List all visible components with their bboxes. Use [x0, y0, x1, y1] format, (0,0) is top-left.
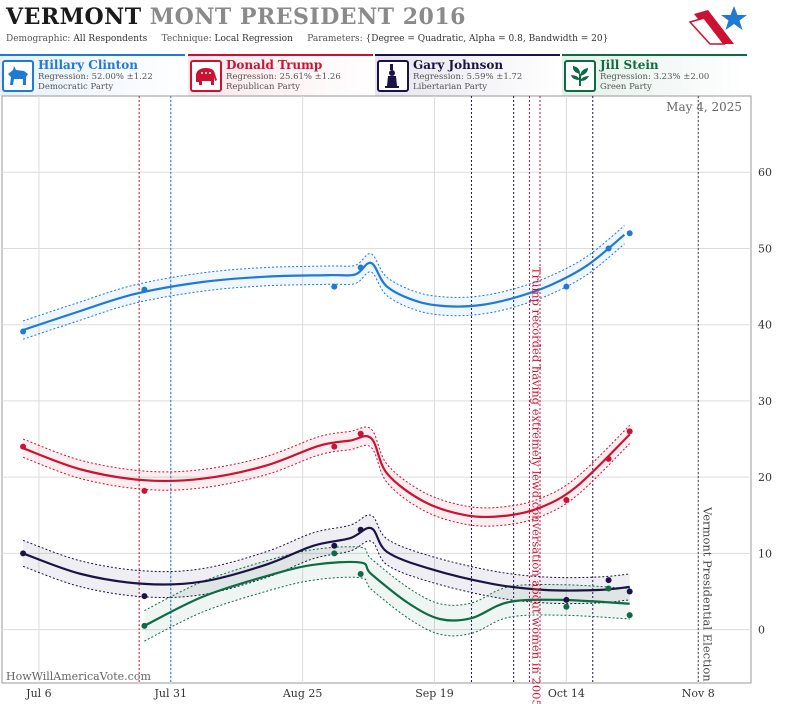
- donald-trump-point: [141, 487, 148, 494]
- donald-trump-point: [20, 443, 27, 450]
- candidate-party: Libertarian Party: [413, 82, 488, 92]
- hillary-clinton-line: [22, 233, 626, 332]
- y-tick-label: 40: [758, 319, 772, 332]
- technique-label: Technique:: [161, 34, 212, 44]
- hillary-clinton-band-fill: [23, 225, 625, 340]
- gary-johnson-point: [357, 526, 364, 533]
- y-tick-label: 10: [758, 547, 772, 560]
- x-tick-label: Nov 8: [682, 687, 715, 700]
- hillary-clinton-point: [331, 283, 338, 290]
- candidate-name: Jill Stein: [600, 58, 659, 72]
- page-title: VERMONT MONT PRESIDENT 2016: [6, 4, 466, 30]
- jill-stein-band-lower: [144, 576, 630, 642]
- hillary-clinton-point: [626, 230, 633, 237]
- candidate-name: Gary Johnson: [413, 58, 504, 72]
- jill-stein-point: [331, 550, 338, 557]
- title-state: VERMONT: [6, 4, 142, 30]
- jill-stein-point: [605, 585, 612, 592]
- candidate-regression: Regression: 3.23% ±2.00: [600, 72, 710, 82]
- hillary-clinton-point: [605, 245, 612, 252]
- gary-johnson-point: [141, 593, 148, 600]
- leaf-icon: [564, 60, 596, 92]
- donald-trump-band-fill: [23, 425, 630, 527]
- title-rest: MONT PRESIDENT 2016: [149, 4, 466, 30]
- donkey-icon: [2, 60, 34, 92]
- demographic-label: Demographic:: [6, 34, 71, 44]
- candidate-card-johnson: Gary Johnson Regression: 5.59% ±1.72 Lib…: [375, 54, 560, 96]
- y-tick-label: 60: [758, 166, 772, 179]
- donald-trump-line: [22, 433, 631, 519]
- donald-trump-point: [331, 443, 338, 450]
- jill-stein-band-upper: [144, 546, 630, 612]
- watermark: HowWillAmericaVote.com: [6, 670, 151, 683]
- x-tick-label: Oct 14: [548, 687, 585, 700]
- hillary-clinton-point: [141, 286, 148, 293]
- donald-trump-point: [563, 497, 570, 504]
- candidate-name: Donald Trump: [226, 58, 323, 72]
- jill-stein-point: [626, 612, 633, 619]
- x-tick-label: Jul 6: [25, 687, 52, 700]
- jill-stein-point: [563, 603, 570, 610]
- candidate-name: Hillary Clinton: [38, 58, 138, 72]
- donald-trump-point: [357, 430, 364, 437]
- y-tick-labels: 0 10 20 30 40 50 60: [758, 166, 772, 636]
- date-label: May 4, 2025: [666, 100, 742, 114]
- annotation-election-day: Vermont Presidential Election: [700, 506, 714, 682]
- poll-chart: 0 10 20 30 40 50 60 Jul 6 Jul 31 Aug 25 Sep 19 Oct…: [1, 95, 772, 704]
- flag-star-logo: [688, 6, 747, 45]
- gary-johnson-point: [605, 577, 612, 584]
- hillary-clinton-point: [357, 264, 364, 271]
- annotation-lewd-tape: Trump recorded having extremely lewd con…: [529, 267, 543, 704]
- y-tick-label: 20: [758, 471, 772, 484]
- x-tick-label: Jul 31: [154, 687, 188, 700]
- demographic-value: All Respondents: [73, 34, 148, 44]
- parameters-label: Parameters:: [307, 34, 363, 44]
- donald-trump-point: [626, 428, 633, 435]
- y-tick-label: 50: [758, 242, 772, 255]
- poll-points: [20, 230, 633, 629]
- hillary-clinton-point: [563, 283, 570, 290]
- y-tick-label: 0: [758, 624, 765, 637]
- parameters-value: {Degree = Quadratic, Alpha = 0.8, Bandwi…: [365, 34, 609, 44]
- jill-stein-point: [357, 570, 364, 577]
- gary-johnson-point: [331, 542, 338, 549]
- elephant-icon: [190, 60, 222, 92]
- hillary-clinton-band-upper: [22, 225, 625, 322]
- parameters-line: Demographic: All Respondents Technique: …: [6, 34, 608, 44]
- candidate-card-stein: Jill Stein Regression: 3.23% ±2.00 Green…: [562, 54, 747, 96]
- technique-value: Local Regression: [214, 34, 293, 44]
- candidate-card-clinton: Hillary Clinton Regression: 52.00% ±1.22…: [0, 54, 185, 96]
- candidate-party: Green Party: [600, 82, 652, 92]
- liberty-icon: [377, 60, 409, 92]
- hillary-clinton-point: [20, 328, 27, 335]
- candidate-regression: Regression: 5.59% ±1.72: [413, 72, 523, 82]
- candidate-party: Democratic Party: [38, 82, 114, 92]
- donald-trump-point: [605, 455, 612, 462]
- candidate-party: Republican Party: [226, 82, 300, 92]
- jill-stein-line: [143, 560, 630, 627]
- candidate-regression: Regression: 52.00% ±1.22: [38, 72, 153, 82]
- x-tick-labels: Jul 6 Jul 31 Aug 25 Sep 19 Oct 14 Nov 8: [25, 687, 715, 700]
- jill-stein-band-fill: [144, 546, 630, 642]
- candidate-card-trump: Donald Trump Regression: 25.61% ±1.26 Re…: [188, 54, 373, 96]
- annotations: Trump recorded having extremely lewd con…: [529, 267, 714, 704]
- gary-johnson-point: [563, 596, 570, 603]
- y-tick-label: 30: [758, 395, 772, 408]
- gary-johnson-point: [626, 588, 633, 595]
- hillary-clinton-band-lower: [22, 243, 625, 340]
- x-tick-label: Aug 25: [282, 687, 323, 700]
- x-tick-label: Sep 19: [415, 687, 454, 700]
- plot-frame: [1, 95, 752, 684]
- candidate-regression: Regression: 25.61% ±1.26: [226, 72, 341, 82]
- jill-stein-point: [141, 622, 148, 629]
- gary-johnson-point: [20, 550, 27, 557]
